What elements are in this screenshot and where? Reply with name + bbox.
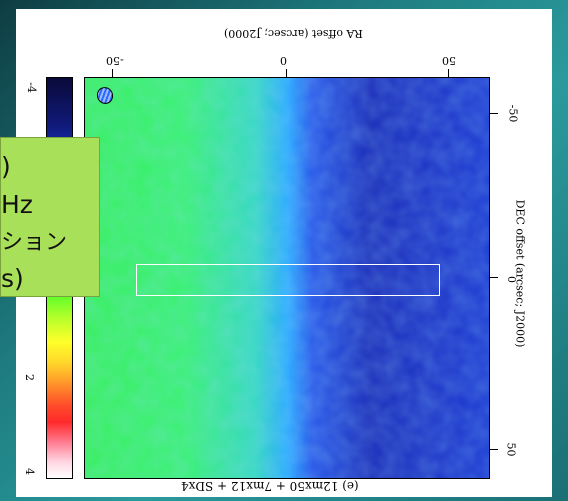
callout-line: Hz (1, 190, 33, 219)
right-tick-label: -50 (506, 104, 520, 123)
callout-line: s) (1, 264, 24, 293)
top-tick-label: 50 (442, 54, 456, 67)
top-tick (112, 69, 113, 77)
colorbar-tick-label: 4 (23, 468, 36, 475)
top-tick (286, 69, 287, 77)
right-tick-label: 50 (504, 442, 518, 457)
top-tick (448, 69, 449, 77)
bottom-caption: (e) 12mx50 + 7mx12 + SDx4 (181, 479, 359, 493)
intensity-map (84, 77, 490, 479)
map-image (85, 78, 489, 478)
right-tick (490, 277, 498, 278)
top-tick-label: 0 (280, 54, 287, 67)
top-axis-label: RA offset (arcsec; J2000) (224, 27, 363, 40)
right-tick (490, 113, 498, 114)
callout-line: ) (1, 152, 11, 181)
top-tick-label: -50 (106, 54, 124, 67)
right-tick (490, 449, 498, 450)
colorbar-tick-label: -4 (24, 82, 38, 93)
colorbar-tick-label: 2 (23, 374, 36, 381)
right-axis-label: DEC offset (arcsec; J2000) (513, 199, 527, 348)
right-tick-label: 0 (505, 276, 518, 283)
slit-rectangle (136, 264, 440, 296)
callout-line: ション (1, 230, 68, 255)
figure-panel: RA offset (arcsec; J2000) -50 0 50 DEC o… (16, 9, 552, 497)
callout-box: ) Hz ション s) (0, 137, 100, 297)
